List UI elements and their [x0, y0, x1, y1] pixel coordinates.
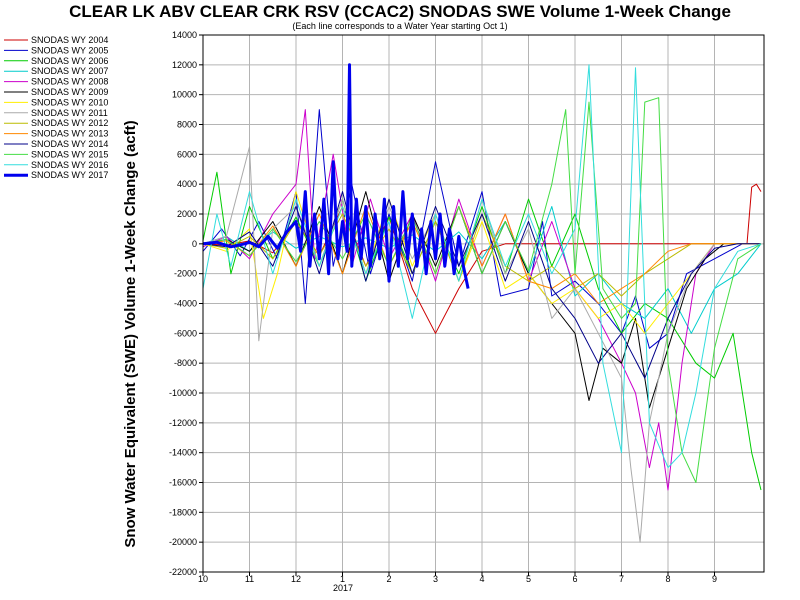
y-tick-label: -6000 [174, 328, 197, 338]
y-tick-label: -4000 [174, 299, 197, 309]
y-tick-label: -20000 [169, 537, 197, 547]
chart-subtitle: (Each line corresponds to a Water Year s… [292, 21, 507, 31]
legend-label: SNODAS WY 2016 [31, 160, 108, 170]
x-ticks: 10 11 12 1 2 3 4 5 6 7 8 9 [198, 572, 717, 584]
series-line-snodas-wy-2017 [203, 63, 470, 289]
y-ticks: 14000 12000 10000 8000 6000 4000 2000 0 -2000 -40… [169, 30, 203, 577]
y-tick-label: -8000 [174, 358, 197, 368]
x-tick-label: 7 [619, 574, 624, 584]
legend-label: SNODAS WY 2005 [31, 45, 108, 55]
x-tick-label: 11 [245, 574, 254, 584]
y-tick-label: -2000 [174, 269, 197, 279]
y-tick-label: -18000 [169, 507, 197, 517]
x-tick-label: 8 [665, 574, 670, 584]
x-year-label: 2017 [333, 583, 353, 593]
legend-label: SNODAS WY 2015 [31, 149, 108, 159]
y-tick-label: 4000 [177, 179, 197, 189]
legend-label: SNODAS WY 2017 [31, 170, 108, 180]
y-tick-label: -16000 [169, 478, 197, 488]
y-tick-label: 2000 [177, 209, 197, 219]
legend-label: SNODAS WY 2012 [31, 118, 108, 128]
legend-label: SNODAS WY 2010 [31, 97, 108, 107]
x-tick-label: 4 [479, 574, 484, 584]
y-tick-label: 12000 [172, 60, 197, 70]
series-line-snodas-wy-2005 [203, 109, 761, 349]
legend-label: SNODAS WY 2006 [31, 56, 108, 66]
legend-label: SNODAS WY 2009 [31, 87, 108, 97]
y-tick-label: 10000 [172, 90, 197, 100]
x-tick-label: 3 [433, 574, 438, 584]
y-tick-label: -10000 [169, 388, 197, 398]
series-line-snodas-wy-2014 [203, 191, 761, 379]
series-line-snodas-wy-2016 [203, 64, 762, 469]
y-tick-label: -22000 [169, 567, 197, 577]
y-tick-label: 6000 [177, 149, 197, 159]
series-layer [203, 63, 762, 543]
y-tick-label: 8000 [177, 120, 197, 130]
x-tick-label: 6 [572, 574, 577, 584]
y-tick-label: -12000 [169, 418, 197, 428]
x-tick-label: 9 [712, 574, 717, 584]
y-axis-label: Snow Water Equivalent (SWE) Volume 1-Wee… [122, 120, 139, 547]
y-tick-label: -14000 [169, 448, 197, 458]
y-tick-label: 0 [192, 239, 197, 249]
x-tick-label: 1 [340, 574, 345, 584]
chart-title: CLEAR LK ABV CLEAR CRK RSV (CCAC2) SNODA… [69, 2, 731, 21]
x-tick-label: 2 [386, 574, 391, 584]
legend-label: SNODAS WY 2007 [31, 66, 108, 76]
legend-label: SNODAS WY 2011 [31, 108, 108, 118]
legend-label: SNODAS WY 2014 [31, 139, 108, 149]
legend-label: SNODAS WY 2004 [31, 35, 108, 45]
legend-label: SNODAS WY 2008 [31, 77, 108, 87]
x-tick-label: 5 [526, 574, 531, 584]
x-tick-label: 10 [198, 574, 208, 584]
x-tick-label: 12 [291, 574, 301, 584]
legend-label: SNODAS WY 2013 [31, 129, 108, 139]
series-line-snodas-wy-2007 [203, 206, 762, 334]
y-tick-label: 14000 [172, 30, 197, 40]
